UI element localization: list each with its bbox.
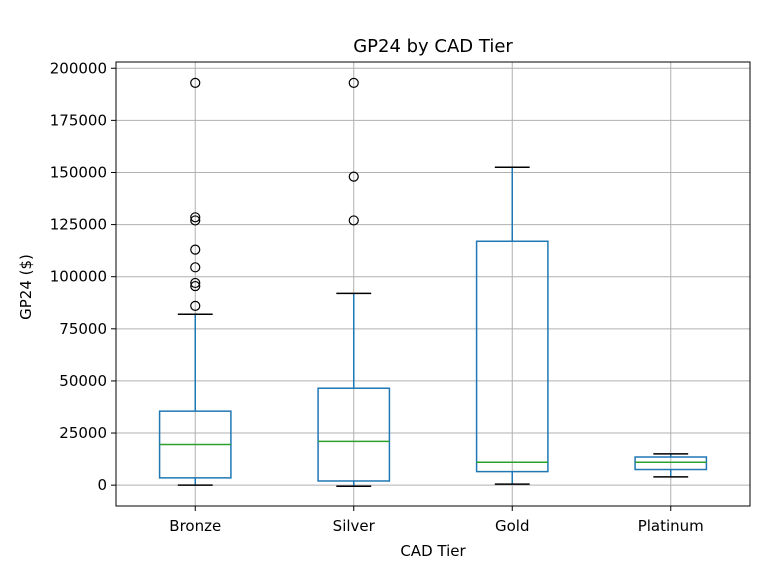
outlier-point bbox=[190, 212, 201, 223]
outlier-point bbox=[190, 77, 201, 88]
box-platinum bbox=[634, 453, 708, 478]
y-tick-label: 175000 bbox=[50, 111, 107, 129]
iqr-box bbox=[634, 456, 708, 471]
x-ticks: Bronze Silver Gold Platinum bbox=[169, 506, 704, 535]
iqr-box bbox=[317, 387, 391, 482]
outlier-point bbox=[348, 77, 359, 88]
outlier-point bbox=[190, 277, 201, 289]
outlier-point bbox=[348, 171, 359, 182]
box-gold bbox=[475, 166, 549, 485]
y-tick-label: 0 bbox=[97, 476, 107, 494]
y-tick-label: 75000 bbox=[59, 320, 107, 338]
box-bronze bbox=[158, 77, 232, 486]
outlier-point bbox=[190, 262, 201, 273]
grid bbox=[116, 62, 750, 506]
x-tick-label: Silver bbox=[333, 517, 376, 535]
iqr-box bbox=[475, 240, 549, 473]
outlier-point bbox=[348, 215, 359, 226]
y-tick-label: 125000 bbox=[50, 216, 107, 234]
x-axis-label: CAD Tier bbox=[400, 542, 466, 560]
x-tick-label: Bronze bbox=[169, 517, 221, 535]
y-ticks: 0 25000 50000 75000 100000 125000 150000 175000… bbox=[50, 59, 116, 494]
x-tick-label: Platinum bbox=[638, 517, 704, 535]
box-silver bbox=[317, 77, 391, 487]
outlier-point bbox=[190, 244, 201, 255]
y-axis-label: GP24 ($) bbox=[17, 254, 35, 320]
chart-title: GP24 by CAD Tier bbox=[353, 36, 513, 57]
y-tick-label: 25000 bbox=[59, 424, 107, 442]
outlier-point bbox=[190, 215, 201, 226]
boxes bbox=[158, 77, 708, 487]
y-tick-label: 50000 bbox=[59, 372, 107, 390]
outlier-point bbox=[190, 280, 201, 292]
y-tick-label: 100000 bbox=[50, 268, 107, 286]
x-tick-label: Gold bbox=[495, 517, 530, 535]
y-tick-label: 150000 bbox=[50, 163, 107, 181]
outlier-point bbox=[190, 300, 201, 311]
y-tick-label: 200000 bbox=[50, 59, 107, 77]
plot-frame bbox=[115, 61, 751, 507]
